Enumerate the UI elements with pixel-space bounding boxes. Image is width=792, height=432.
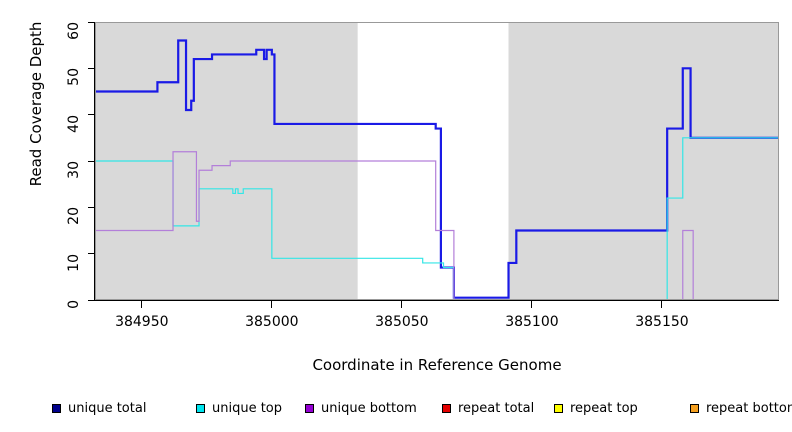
- y-tick-label: 50: [66, 68, 82, 87]
- y-axis-label-wrap: Read Coverage Depth: [0, 0, 45, 310]
- x-tick-mark: [141, 301, 143, 308]
- x-tick-mark: [401, 301, 403, 308]
- y-tick-mark: [88, 114, 95, 116]
- x-tick-label: 385050: [375, 314, 429, 330]
- legend-swatch-icon: [305, 404, 314, 413]
- series-line-unique-top: [95, 137, 779, 300]
- y-axis-label: Read Coverage Depth: [27, 21, 45, 187]
- x-tick-mark: [531, 301, 533, 308]
- y-tick-label: 10: [66, 253, 82, 272]
- x-axis-label: Coordinate in Reference Genome: [312, 356, 562, 374]
- legend-label: repeat total: [458, 401, 535, 416]
- chart-legend: unique total unique top unique bottom repea…: [0, 398, 792, 420]
- y-tick-mark: [88, 21, 95, 23]
- plot-border: [95, 22, 779, 300]
- legend-label: repeat bottom: [706, 401, 792, 416]
- series-line-unique-total: [95, 39, 779, 299]
- legend-swatch-icon: [52, 404, 61, 413]
- x-axis-line: [95, 300, 779, 301]
- legend-label: repeat top: [570, 401, 638, 416]
- y-tick-label: 40: [66, 114, 82, 133]
- x-tick-label: 384950: [115, 314, 169, 330]
- y-tick-label: 20: [66, 207, 82, 226]
- coverage-plot-svg: [95, 22, 779, 300]
- legend-item-unique-total[interactable]: unique total: [52, 401, 146, 416]
- legend-swatch-icon: [196, 404, 205, 413]
- y-tick-mark: [88, 299, 95, 301]
- legend-label: unique total: [68, 401, 147, 416]
- y-tick-mark: [88, 67, 95, 69]
- legend-label: unique top: [212, 401, 283, 416]
- legend-item-repeat-bottom[interactable]: repeat bottom: [690, 401, 792, 416]
- legend-swatch-icon: [442, 404, 451, 413]
- legend-swatch-icon: [690, 404, 699, 413]
- legend-item-unique-top[interactable]: unique top: [196, 401, 282, 416]
- x-tick-label: 385150: [635, 314, 689, 330]
- y-tick-label: 0: [66, 300, 82, 309]
- legend-item-repeat-top[interactable]: repeat top: [554, 401, 638, 416]
- y-tick-mark: [88, 253, 95, 255]
- y-tick-label: 30: [66, 161, 82, 179]
- y-axis-line: [94, 22, 95, 301]
- legend-item-unique-bottom[interactable]: unique bottom: [305, 401, 417, 416]
- y-tick-label: 60: [66, 22, 82, 40]
- legend-label: unique bottom: [321, 401, 417, 416]
- x-tick-label: 385000: [245, 314, 299, 330]
- legend-item-repeat-total[interactable]: repeat total: [442, 401, 534, 416]
- x-tick-mark: [661, 301, 663, 308]
- y-tick-mark: [88, 160, 95, 162]
- series-line-unique-bottom: [95, 151, 779, 300]
- x-tick-label: 385100: [505, 314, 559, 330]
- x-tick-mark: [271, 301, 273, 308]
- y-tick-mark: [88, 206, 95, 208]
- legend-swatch-icon: [554, 404, 563, 413]
- plot-area: [95, 22, 779, 300]
